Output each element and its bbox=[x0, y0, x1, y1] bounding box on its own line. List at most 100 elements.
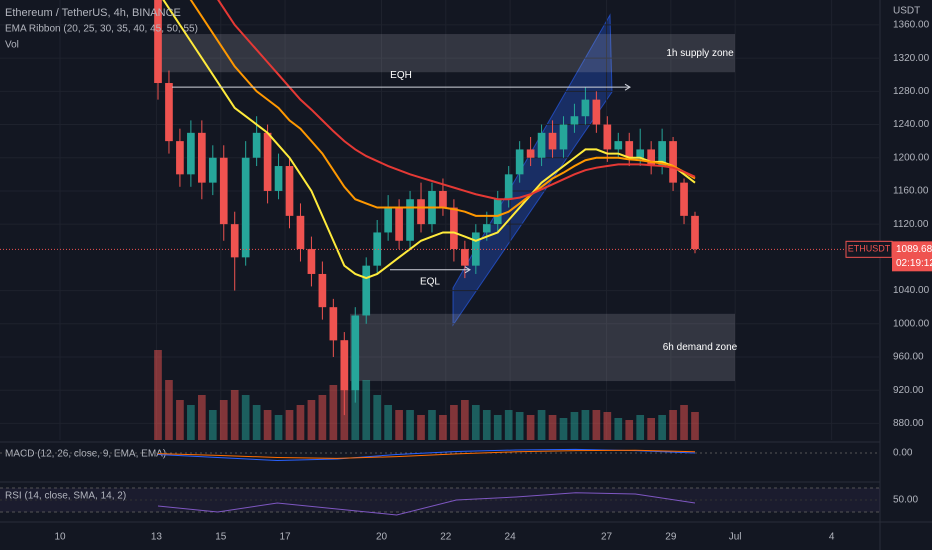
volume-bar bbox=[329, 385, 338, 440]
volume-bar bbox=[252, 405, 261, 440]
macd-label: MACD (12, 26, close, 9, EMA, EMA) bbox=[5, 449, 166, 460]
y-tick-label: 1200.00 bbox=[893, 152, 930, 163]
candle-body bbox=[592, 99, 601, 125]
zone-label: 6h demand zone bbox=[663, 342, 738, 353]
candle-body bbox=[208, 157, 217, 183]
candle-body bbox=[439, 190, 447, 208]
candle-body bbox=[373, 232, 382, 266]
candle-body bbox=[187, 132, 195, 175]
y-tick-label: 1040.00 bbox=[893, 285, 930, 296]
candle-body bbox=[329, 307, 338, 341]
y-tick-label: 1000.00 bbox=[893, 318, 930, 329]
volume-bar bbox=[296, 405, 305, 440]
volume-bar bbox=[219, 400, 228, 440]
volume-bar bbox=[691, 412, 699, 440]
candle-body bbox=[165, 83, 173, 142]
volume-bar bbox=[384, 405, 392, 440]
indicator-label: EMA Ribbon (20, 25, 30, 35, 40, 45, 50, … bbox=[5, 24, 198, 35]
candle-body bbox=[526, 149, 535, 158]
candle-body bbox=[230, 224, 239, 258]
volume-bar bbox=[680, 405, 688, 440]
volume-bar bbox=[428, 410, 436, 440]
candle-body bbox=[493, 199, 502, 225]
y-tick-label: 1320.00 bbox=[893, 53, 930, 64]
candle-body bbox=[658, 141, 666, 167]
volume-bar bbox=[373, 395, 382, 440]
volume-bar bbox=[592, 410, 601, 440]
candle-body bbox=[669, 141, 677, 183]
candle-body bbox=[537, 132, 546, 158]
rsi-label: RSI (14, close, SMA, 14, 2) bbox=[5, 491, 126, 502]
candle-body bbox=[636, 149, 645, 158]
candle-body bbox=[581, 99, 590, 117]
volume-bar bbox=[362, 380, 371, 440]
volume-bar bbox=[450, 405, 458, 440]
volume-bar bbox=[658, 415, 666, 440]
volume-bar bbox=[187, 405, 195, 440]
ema-line bbox=[162, 0, 696, 280]
zone bbox=[158, 34, 735, 73]
volume-bar bbox=[570, 412, 579, 440]
volume-bar bbox=[669, 410, 677, 440]
candle-body bbox=[625, 141, 634, 158]
candle-body bbox=[198, 132, 206, 183]
candle-body bbox=[603, 124, 612, 150]
candle-body bbox=[340, 340, 349, 391]
y-tick-label: 1240.00 bbox=[893, 119, 930, 130]
x-tick-label: 24 bbox=[505, 532, 517, 543]
indicator-label: Vol bbox=[5, 40, 19, 51]
zone-label: 1h supply zone bbox=[666, 48, 734, 59]
candle-body bbox=[417, 199, 425, 225]
candle-body bbox=[252, 132, 261, 158]
y-tick-label: 1360.00 bbox=[893, 20, 930, 31]
price-tag bbox=[892, 241, 932, 272]
volume-bar bbox=[395, 410, 403, 440]
volume-bar bbox=[614, 418, 623, 440]
candle-body bbox=[570, 116, 579, 125]
volume-bar bbox=[471, 405, 480, 440]
y-tick-label: 880.00 bbox=[893, 418, 924, 429]
x-tick-label: 4 bbox=[829, 532, 835, 543]
x-tick-label: 22 bbox=[440, 532, 452, 543]
candle-body bbox=[691, 215, 699, 250]
volume-bar bbox=[165, 380, 173, 440]
rsi-tick: 50.00 bbox=[893, 495, 918, 506]
volume-bar bbox=[307, 400, 316, 440]
candle-body bbox=[362, 265, 371, 316]
volume-bar bbox=[154, 350, 162, 440]
chart-title: Ethereum / TetherUS, 4h, BINANCE bbox=[5, 7, 181, 19]
volume-bar bbox=[318, 395, 327, 440]
y-tick-label: 1120.00 bbox=[893, 219, 929, 230]
candle-body bbox=[559, 124, 568, 150]
macd-tick: 0.00 bbox=[893, 448, 913, 459]
candle-body bbox=[307, 249, 316, 274]
level-label: EQH bbox=[390, 70, 412, 81]
x-tick-label: 10 bbox=[54, 532, 66, 543]
candle-body bbox=[548, 132, 557, 150]
rsi-line bbox=[157, 492, 696, 516]
volume-bar bbox=[241, 395, 250, 440]
volume-bar bbox=[417, 415, 425, 440]
x-tick-label: Jul bbox=[729, 532, 742, 543]
volume-bar bbox=[603, 412, 612, 440]
price-countdown: 02:19:12 bbox=[896, 258, 932, 269]
x-tick-label: 17 bbox=[279, 532, 291, 543]
candle-body bbox=[241, 157, 250, 258]
volume-bar bbox=[230, 390, 239, 440]
candle-body bbox=[471, 232, 480, 266]
price-symbol: ETHUSDT bbox=[848, 244, 891, 254]
y-tick-label: 960.00 bbox=[893, 352, 924, 363]
volume-bar bbox=[406, 410, 414, 440]
volume-bar bbox=[548, 415, 557, 440]
candle-body bbox=[515, 149, 524, 175]
volume-bar bbox=[461, 400, 469, 440]
candle-body bbox=[482, 224, 491, 233]
candle-body bbox=[274, 166, 283, 191]
candle-body bbox=[647, 149, 655, 167]
volume-bar bbox=[647, 418, 655, 440]
volume-bar bbox=[263, 410, 272, 440]
volume-bar bbox=[515, 412, 524, 440]
volume-bar bbox=[482, 410, 491, 440]
candle-body bbox=[680, 182, 688, 216]
candle-body bbox=[285, 166, 294, 216]
